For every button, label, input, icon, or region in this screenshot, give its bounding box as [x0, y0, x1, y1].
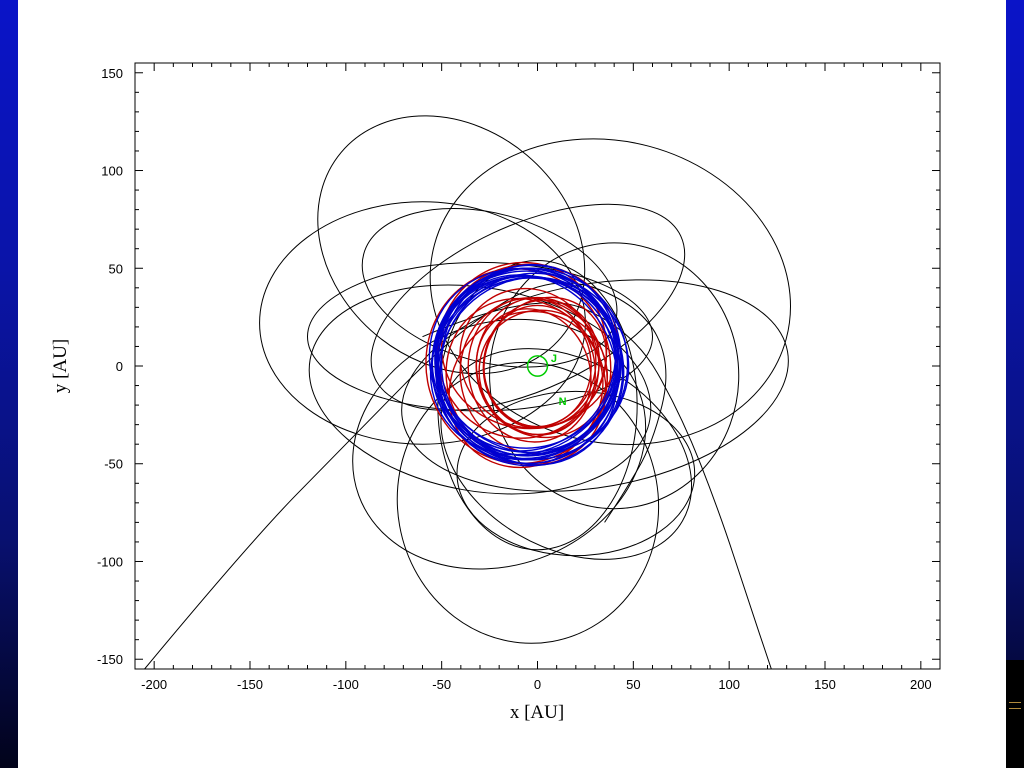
orbit-0-3	[307, 261, 653, 412]
ticks-layer	[135, 63, 940, 669]
x-tick-label: 50	[626, 677, 640, 692]
orbit-1-12	[483, 296, 608, 428]
plot-frame	[134, 62, 941, 670]
x-tick-label: 100	[718, 677, 740, 692]
orbit-2-12	[429, 276, 619, 456]
trajectory-arc-1	[422, 302, 772, 669]
orbit-0-12	[437, 259, 638, 551]
trajectory-arc-0	[144, 282, 667, 669]
orbit-0-2	[308, 284, 652, 495]
orbit-2-14	[436, 275, 620, 465]
orbit-0-1	[429, 138, 791, 446]
orbits-layer	[144, 115, 791, 669]
orbit-series-0	[144, 115, 791, 669]
tick-labels-layer: -200 -150 -100 -50 0 50 100 150 200 -150 -100 -50 0 5…	[97, 66, 932, 692]
y-tick-label: -100	[97, 554, 123, 569]
y-tick-label: -150	[97, 652, 123, 667]
markers-layer: JN	[526, 353, 567, 408]
orbit-2-15	[431, 275, 621, 454]
y-tick-label: 100	[101, 164, 123, 179]
orbit-0-6	[456, 390, 696, 557]
orbit-2-5	[437, 274, 618, 466]
y-tick-label: -50	[104, 457, 123, 472]
x-tick-label: -50	[432, 677, 451, 692]
orbit-1-11	[475, 308, 592, 436]
x-tick-label: 0	[534, 677, 541, 692]
orbit-plot: JN -200 -150 -100 -50 0 50 100 150 200-150-100-5…	[50, 62, 941, 723]
x-tick-label: -100	[333, 677, 359, 692]
y-tick-label: 150	[101, 66, 123, 81]
planet-label-J: J	[551, 353, 557, 365]
orbit-0-10	[370, 203, 686, 411]
x-tick-label: -200	[141, 677, 167, 692]
slide-corner-decoration	[1006, 660, 1024, 768]
x-tick-label: 150	[814, 677, 836, 692]
orbit-0-0	[259, 201, 586, 445]
planet-label-N: N	[559, 396, 567, 408]
orbit-0-5	[396, 361, 660, 644]
x-tick-label: 200	[910, 677, 932, 692]
orbit-series-2	[428, 263, 630, 467]
y-axis-label: y [AU]	[50, 339, 71, 393]
x-tick-label: -150	[237, 677, 263, 692]
y-tick-label: 0	[116, 359, 123, 374]
y-tick-label: 50	[109, 261, 123, 276]
orbit-0-11	[489, 242, 740, 510]
orbit-2-3	[431, 275, 617, 461]
x-axis-label: x [AU]	[510, 702, 564, 723]
orbit-0-9	[317, 115, 586, 375]
jupiter-orbit	[526, 355, 549, 377]
orbit-2-10	[437, 276, 623, 460]
